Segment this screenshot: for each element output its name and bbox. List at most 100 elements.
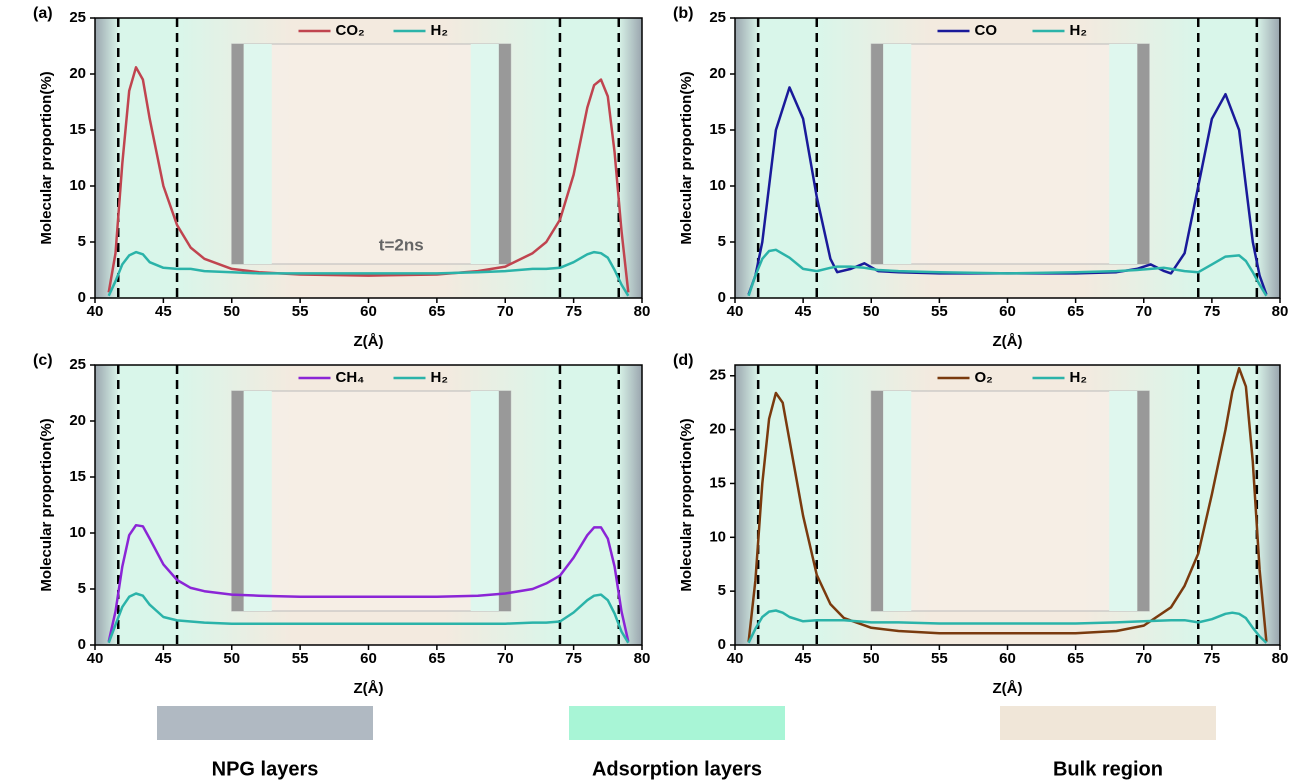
x-axis-label: Z(Å) bbox=[354, 333, 384, 350]
x-tick-label: 55 bbox=[931, 303, 948, 320]
npg-region bbox=[95, 365, 119, 645]
panel: CO H₂ 40 45 50 55 60 65 70 75 80 0 5 10 15 20 25 Z(Å) Mole… bbox=[673, 5, 1288, 350]
y-tick-label: 15 bbox=[709, 121, 726, 138]
x-tick-label: 80 bbox=[634, 650, 651, 667]
x-axis-label: Z(Å) bbox=[354, 680, 384, 697]
inset-wall bbox=[871, 44, 884, 264]
x-tick-label: 80 bbox=[1272, 650, 1289, 667]
x-tick-label: 55 bbox=[931, 650, 948, 667]
x-tick-label: 50 bbox=[223, 303, 240, 320]
legend-label: H₂ bbox=[431, 22, 449, 39]
inset-layer bbox=[883, 391, 912, 611]
x-tick-label: 80 bbox=[634, 303, 651, 320]
npg-region bbox=[95, 18, 119, 298]
legend-label: CO bbox=[975, 22, 998, 39]
inset-wall bbox=[498, 391, 511, 611]
series-line bbox=[107, 250, 630, 297]
region-legend: NPG layers Adsorption layers Bulk region bbox=[157, 706, 1216, 780]
x-axis-label: Z(Å) bbox=[993, 680, 1023, 697]
inset-layer bbox=[243, 44, 272, 264]
adsorption-region bbox=[758, 365, 817, 645]
x-tick-label: 45 bbox=[155, 303, 172, 320]
x-tick-label: 65 bbox=[1067, 650, 1084, 667]
series-line bbox=[107, 592, 630, 644]
y-tick-label: 20 bbox=[69, 65, 86, 82]
x-tick-label: 40 bbox=[727, 303, 744, 320]
x-tick-label: 65 bbox=[429, 650, 446, 667]
inset-layer bbox=[470, 391, 499, 611]
x-tick-label: 65 bbox=[1067, 303, 1084, 320]
y-axis-label: Molecular proportion(%) bbox=[38, 71, 55, 244]
x-tick-label: 70 bbox=[1135, 650, 1152, 667]
x-tick-label: 45 bbox=[795, 650, 812, 667]
series-line bbox=[107, 523, 630, 642]
legend-label: H₂ bbox=[1070, 369, 1088, 386]
y-tick-label: 20 bbox=[709, 421, 726, 438]
series-line bbox=[747, 366, 1268, 642]
y-tick-label: 10 bbox=[709, 177, 726, 194]
panel: t=2ns CO₂ H₂ 40 45 50 55 60 65 70 75 80 0 5 10 15 20 25 Z(… bbox=[33, 5, 650, 350]
panel: CH₄ H₂ 40 45 50 55 60 65 70 75 80 0 5 10 15 20 25 Z(Å) Mol… bbox=[33, 352, 650, 697]
x-axis-label: Z(Å) bbox=[993, 333, 1023, 350]
series-line bbox=[747, 248, 1268, 297]
inset-snapshot bbox=[870, 43, 1150, 265]
inset-layer bbox=[883, 44, 912, 264]
x-tick-label: 40 bbox=[87, 650, 104, 667]
x-tick-label: 70 bbox=[1135, 303, 1152, 320]
y-axis-label: Molecular proportion(%) bbox=[678, 71, 695, 244]
series-line bbox=[107, 66, 630, 293]
panel-label: (a) bbox=[33, 5, 53, 22]
inset-annotation: t=2ns bbox=[379, 235, 424, 254]
y-tick-label: 20 bbox=[69, 412, 86, 429]
adsorption-region bbox=[118, 18, 178, 298]
y-tick-label: 10 bbox=[69, 177, 86, 194]
y-tick-label: 0 bbox=[78, 636, 86, 653]
adsorption-region bbox=[559, 18, 619, 298]
inset-snapshot bbox=[870, 390, 1150, 612]
inset-layer bbox=[470, 44, 499, 264]
region-label: Adsorption layers bbox=[592, 758, 762, 780]
x-tick-label: 70 bbox=[497, 650, 514, 667]
npg-region bbox=[1256, 18, 1280, 298]
y-tick-label: 15 bbox=[69, 468, 86, 485]
series-line bbox=[747, 609, 1268, 644]
inset-wall bbox=[1137, 391, 1150, 611]
legend-label: H₂ bbox=[1070, 22, 1088, 39]
panel: O₂ H₂ 40 45 50 55 60 65 70 75 80 0 5 10 15 20 25 Z(Å) Mole… bbox=[673, 352, 1288, 697]
y-tick-label: 10 bbox=[709, 528, 726, 545]
x-tick-label: 50 bbox=[223, 650, 240, 667]
y-tick-label: 25 bbox=[709, 9, 726, 26]
inset-wall bbox=[231, 391, 244, 611]
panel-label: (b) bbox=[673, 5, 693, 22]
y-tick-label: 0 bbox=[718, 636, 726, 653]
region-swatch bbox=[569, 706, 785, 740]
x-tick-label: 45 bbox=[155, 650, 172, 667]
x-tick-label: 75 bbox=[565, 650, 582, 667]
npg-region bbox=[618, 365, 642, 645]
legend-label: H₂ bbox=[431, 369, 449, 386]
inset-wall bbox=[871, 391, 884, 611]
y-tick-label: 5 bbox=[718, 582, 726, 599]
x-tick-label: 60 bbox=[999, 650, 1016, 667]
legend-label: CO₂ bbox=[336, 22, 365, 39]
inset-layer bbox=[243, 391, 272, 611]
x-tick-label: 60 bbox=[999, 303, 1016, 320]
x-tick-label: 75 bbox=[1204, 303, 1221, 320]
x-tick-label: 60 bbox=[360, 303, 377, 320]
y-tick-label: 15 bbox=[709, 474, 726, 491]
region-label: NPG layers bbox=[212, 758, 319, 780]
inset-wall bbox=[231, 44, 244, 264]
y-tick-label: 25 bbox=[709, 367, 726, 384]
legend-label: O₂ bbox=[975, 369, 993, 386]
npg-region bbox=[735, 18, 759, 298]
x-tick-label: 75 bbox=[565, 303, 582, 320]
x-tick-label: 65 bbox=[429, 303, 446, 320]
npg-region bbox=[735, 365, 759, 645]
y-tick-label: 25 bbox=[69, 356, 86, 373]
y-tick-label: 20 bbox=[709, 65, 726, 82]
x-tick-label: 55 bbox=[292, 650, 309, 667]
panel-label: (d) bbox=[673, 352, 693, 369]
y-tick-label: 5 bbox=[78, 233, 86, 250]
inset-wall bbox=[498, 44, 511, 264]
